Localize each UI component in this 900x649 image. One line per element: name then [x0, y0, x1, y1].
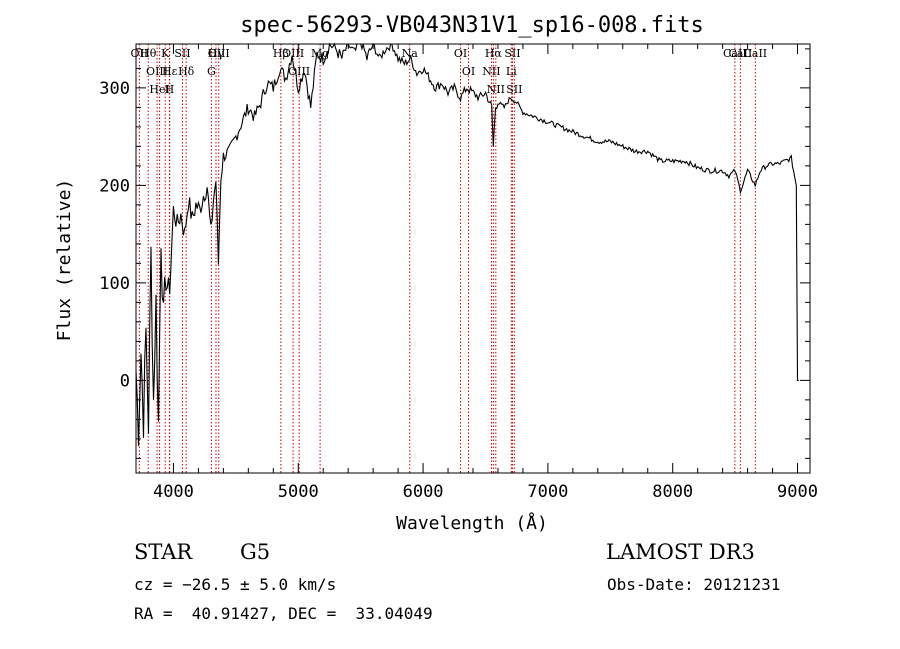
line-marker-label: SII [504, 47, 520, 60]
line-marker-label: K [161, 47, 170, 60]
line-marker-label: SII [174, 47, 190, 60]
redshift-cz: cz = −26.5 ± 5.0 km/s [134, 575, 337, 594]
line-marker-label: H [165, 83, 175, 96]
survey-name: LAMOST DR3 [606, 540, 755, 564]
x-tick-label: 4000 [153, 482, 194, 502]
x-tick-label: 7000 [527, 482, 568, 502]
y-tick-label: 100 [99, 274, 130, 294]
x-tick-label: 6000 [403, 482, 444, 502]
line-marker-label: NII [487, 83, 505, 96]
line-marker-label: G [207, 65, 216, 78]
line-marker-label: CaII [723, 47, 747, 60]
line-marker-label: OIII [208, 47, 230, 60]
y-axis: 0 100 200 300 [99, 48, 810, 459]
ra-dec-coordinates: RA = 40.91427, DEC = 33.04049 [134, 604, 433, 623]
x-tick-label: 5000 [278, 482, 319, 502]
x-tick-label: 9000 [777, 482, 818, 502]
x-axis: 4000 5000 6000 7000 8000 9000 [153, 44, 818, 502]
line-marker-label: Li [506, 65, 517, 78]
line-marker-label: OIII [282, 47, 304, 60]
line-marker-labels: HθOIIOIIIKHeIHεSIIHHδOIIIHγGHβOIIIOIIIMg… [131, 47, 768, 96]
line-marker-label: Hθ [140, 47, 157, 60]
y-tick-label: 0 [120, 371, 130, 391]
line-marker-label: Hγ [208, 47, 225, 60]
object-class: STAR [134, 540, 193, 564]
line-marker-label: NII [482, 65, 500, 78]
object-subclass: G5 [240, 540, 271, 564]
line-marker-label: Na [402, 47, 419, 60]
line-marker-label: Hε [162, 65, 178, 78]
line-marker-label: Hα [485, 47, 503, 60]
line-marker-label: Hδ [178, 65, 195, 78]
line-marker-label: OI [454, 47, 467, 60]
x-axis-label: Wavelength (Å) [396, 512, 548, 534]
line-marker-label: CaII [743, 47, 767, 60]
line-markers [138, 44, 756, 473]
line-marker-label: Mg [311, 47, 329, 60]
chart-title: spec-56293-VB043N31V1_sp16-008.fits [240, 13, 704, 38]
plot-frame [135, 43, 811, 474]
line-marker-label: HeI [149, 83, 169, 96]
spectrum-line [135, 42, 799, 447]
line-marker-label: CaII [729, 47, 753, 60]
line-marker-label: OI [462, 65, 475, 78]
y-axis-label: Flux (relative) [54, 179, 75, 342]
x-tick-label: 8000 [652, 482, 693, 502]
line-marker-label: OIII [146, 65, 168, 78]
line-marker-label: OII [131, 47, 149, 60]
y-tick-label: 300 [99, 79, 130, 99]
line-marker-label: OIII [288, 65, 310, 78]
observation-date: Obs-Date: 20121231 [607, 575, 781, 594]
line-marker-label: SII [506, 83, 522, 96]
y-tick-label: 200 [99, 176, 130, 196]
line-marker-label: Hβ [273, 47, 289, 60]
